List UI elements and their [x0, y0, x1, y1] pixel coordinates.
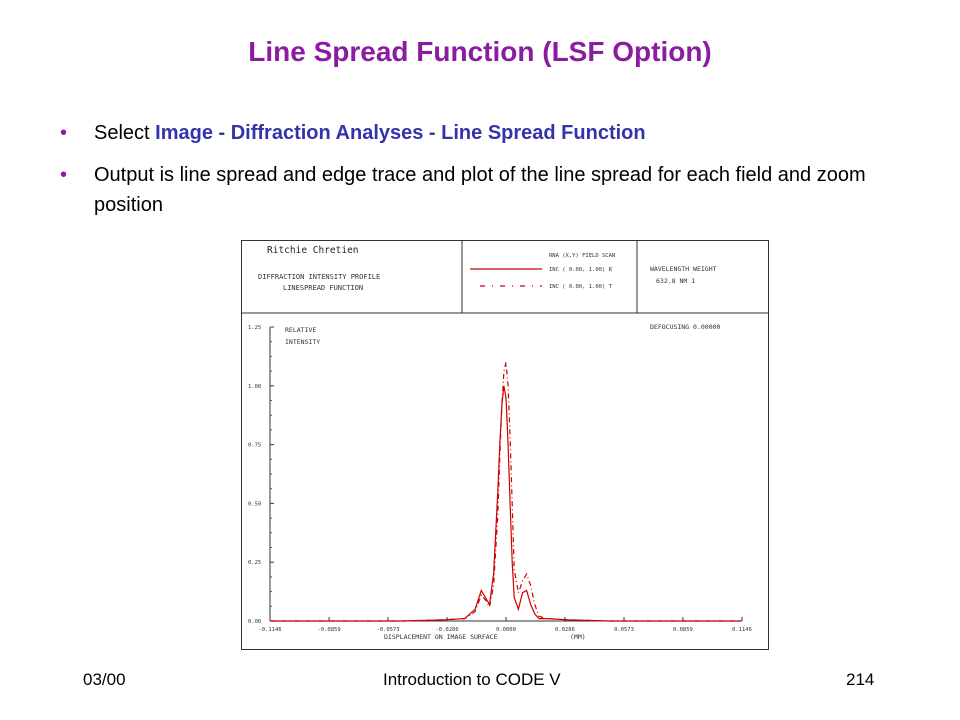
lens-title: Ritchie Chretien — [267, 245, 359, 256]
footer-page-number: 214 — [846, 670, 875, 689]
plot-curves — [270, 362, 742, 622]
wavelength-values: 632.8 NM 1 — [656, 277, 695, 285]
x-tick-label: -0.0573 — [376, 627, 399, 633]
wavelength-header: WAVELENGTH WEIGHT — [650, 265, 717, 273]
x-axis-unit: (MM) — [570, 633, 586, 641]
slide-title: Line Spread Function (LSF Option) — [248, 36, 712, 67]
y-tick-label: 0.75 — [248, 443, 261, 449]
menu-path-highlight: Image - Diffraction Analyses - Line Spre… — [155, 122, 646, 144]
footer-date: 03/00 — [83, 670, 126, 689]
x-tick-label: 0.0573 — [614, 627, 634, 633]
bullet-item-select: • Select Image - Diffraction Analyses - … — [60, 118, 930, 148]
x-tick-label: -0.0286 — [436, 627, 459, 633]
series-line-t — [270, 362, 742, 622]
legend-label-r: INC ( 0.00, 1.00) R — [549, 267, 613, 273]
x-tick-label: 0.1146 — [732, 627, 752, 633]
x-tick-label: 0.0286 — [555, 627, 575, 633]
bullet-marker: • — [60, 122, 68, 144]
legend-header: RNA (X,Y) FIELD SCAN — [549, 253, 615, 259]
bullet-text-prefix: Select — [94, 122, 156, 144]
x-tick-label: -0.1146 — [258, 627, 281, 633]
bullet-list: • Select Image - Diffraction Analyses - … — [60, 118, 930, 232]
axis-ticks: 0.00 0.25 0.50 0.75 1.00 1.25 -0.1146 -0.0859 -0… — [248, 325, 752, 633]
y-tick-label: 0.25 — [248, 560, 261, 566]
series-line-r — [270, 385, 742, 622]
y-tick-label: 0.50 — [248, 501, 261, 507]
header-line-1: DIFFRACTION INTENSITY PROFILE — [258, 273, 380, 281]
y-tick-label: 1.00 — [248, 384, 261, 390]
y-tick-label: 0.00 — [248, 619, 261, 625]
bullet-text: Output is line spread and edge trace and… — [94, 164, 866, 216]
bullet-item-output: • Output is line spread and edge trace a… — [60, 160, 930, 220]
bullet-marker: • — [60, 164, 68, 186]
lsf-plot-svg: Ritchie Chretien DIFFRACTION INTENSITY P… — [242, 241, 768, 641]
x-tick-label: -0.0859 — [318, 627, 341, 633]
header-line-2: LINESPREAD FUNCTION — [283, 284, 363, 292]
y-axis-label-1: RELATIVE — [285, 326, 316, 334]
lsf-plot-frame: Ritchie Chretien DIFFRACTION INTENSITY P… — [241, 240, 769, 650]
y-axis-label-2: INTENSITY — [285, 338, 320, 346]
x-tick-label: 0.0859 — [673, 627, 693, 633]
footer-title: Introduction to CODE V — [383, 670, 561, 689]
x-tick-label: 0.0000 — [496, 627, 516, 633]
y-tick-label: 1.25 — [248, 325, 261, 331]
x-axis-label: DISPLACEMENT ON IMAGE SURFACE — [384, 633, 498, 641]
legend-label-t: INC ( 0.00, 1.00) T — [549, 284, 613, 290]
defocus-label: DEFOCUSING 0.00000 — [650, 323, 721, 331]
